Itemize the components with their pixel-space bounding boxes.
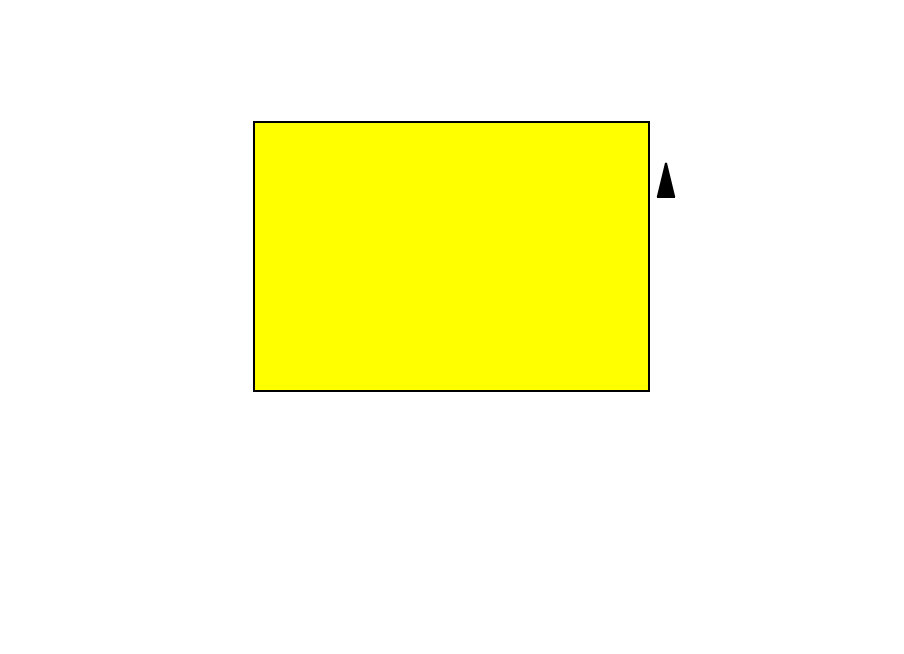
contour-field	[255, 123, 648, 390]
plot-area	[253, 121, 650, 392]
colorbar-arrow-icon	[656, 162, 676, 197]
colorbar	[657, 196, 675, 198]
